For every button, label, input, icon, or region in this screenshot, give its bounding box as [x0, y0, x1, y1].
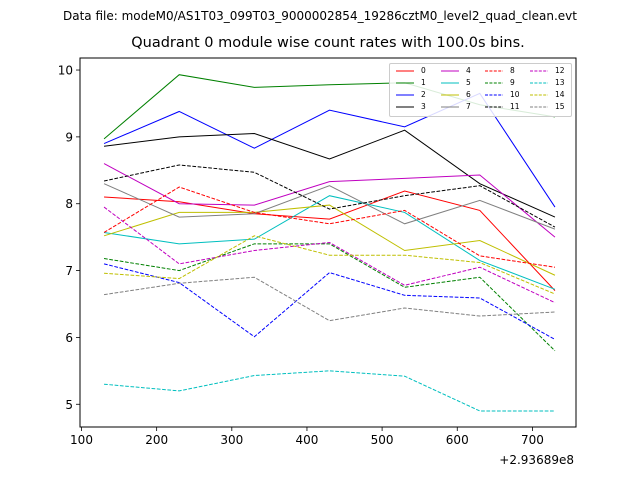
series-line-13 [104, 370, 555, 412]
x-tick-label: 600 [446, 433, 469, 447]
x-tick-label: 200 [145, 433, 168, 447]
legend-swatch [530, 82, 548, 84]
x-axis: 100 200 300 400 500 600 700 [70, 427, 544, 447]
x-axis-offset-label: +2.93689e8 [499, 453, 574, 467]
y-tick-label: 5 [65, 398, 73, 412]
legend-swatch [396, 70, 414, 72]
legend-label: 4 [466, 66, 471, 75]
legend-swatch [396, 82, 414, 84]
series-line-8 [103, 186, 556, 268]
legend-swatch [530, 106, 548, 108]
legend: 0 1 2 3 4 5 6 7 8 9 10 11 12 13 14 15 [389, 63, 572, 117]
series-line-14 [104, 235, 556, 295]
y-tick-label: 8 [65, 197, 73, 211]
legend-swatch [396, 106, 414, 108]
legend-label: 3 [421, 102, 426, 111]
series-line-5 [103, 195, 556, 290]
y-axis: 5 6 7 8 9 10 [58, 64, 80, 412]
legend-label: 0 [421, 66, 426, 75]
legend-swatch [530, 94, 548, 96]
series-line-10 [103, 263, 556, 340]
legend-label: 2 [421, 90, 426, 99]
legend-label: 15 [555, 102, 565, 111]
series-line-12 [103, 206, 556, 304]
legend-label: 11 [510, 102, 520, 111]
legend-swatch [485, 94, 503, 96]
x-tick-label: 300 [220, 433, 243, 447]
series-line-7 [103, 183, 556, 230]
legend-swatch [441, 106, 459, 108]
legend-label: 1 [421, 78, 426, 87]
legend-swatch [396, 94, 414, 96]
legend-label: 5 [466, 78, 471, 87]
legend-swatch [530, 70, 548, 72]
x-tick-label: 700 [521, 433, 544, 447]
y-tick-label: 6 [65, 331, 73, 345]
series-line-3 [103, 129, 556, 218]
legend-label: 6 [466, 90, 471, 99]
series-line-4 [103, 163, 556, 238]
legend-label: 12 [555, 66, 565, 75]
legend-swatch [441, 82, 459, 84]
series-line-0 [104, 190, 556, 291]
legend-swatch [441, 70, 459, 72]
legend-swatch [485, 82, 503, 84]
y-tick-label: 7 [65, 264, 73, 278]
series-line-15 [103, 276, 555, 322]
legend-label: 8 [510, 66, 515, 75]
figure-suptitle: Data file: modeM0/AS1T03_099T03_90000028… [63, 9, 577, 23]
x-tick-label: 400 [296, 433, 319, 447]
series-line-9 [103, 243, 556, 352]
chart-title: Quadrant 0 module wise count rates with … [131, 35, 525, 51]
x-tick-label: 100 [70, 433, 93, 447]
legend-label: 9 [510, 78, 515, 87]
legend-label: 10 [510, 90, 520, 99]
y-tick-label: 9 [65, 130, 73, 144]
legend-label: 14 [555, 90, 565, 99]
plot-frame [79, 57, 577, 428]
legend-label: 7 [466, 102, 471, 111]
legend-swatch [485, 106, 503, 108]
legend-swatch [485, 70, 503, 72]
series-line-11 [103, 164, 556, 228]
x-tick-label: 500 [371, 433, 394, 447]
series-line-6 [103, 204, 556, 276]
legend-label: 13 [555, 78, 565, 87]
legend-swatch [441, 94, 459, 96]
series-layer [103, 74, 556, 412]
y-tick-label: 10 [58, 64, 73, 78]
